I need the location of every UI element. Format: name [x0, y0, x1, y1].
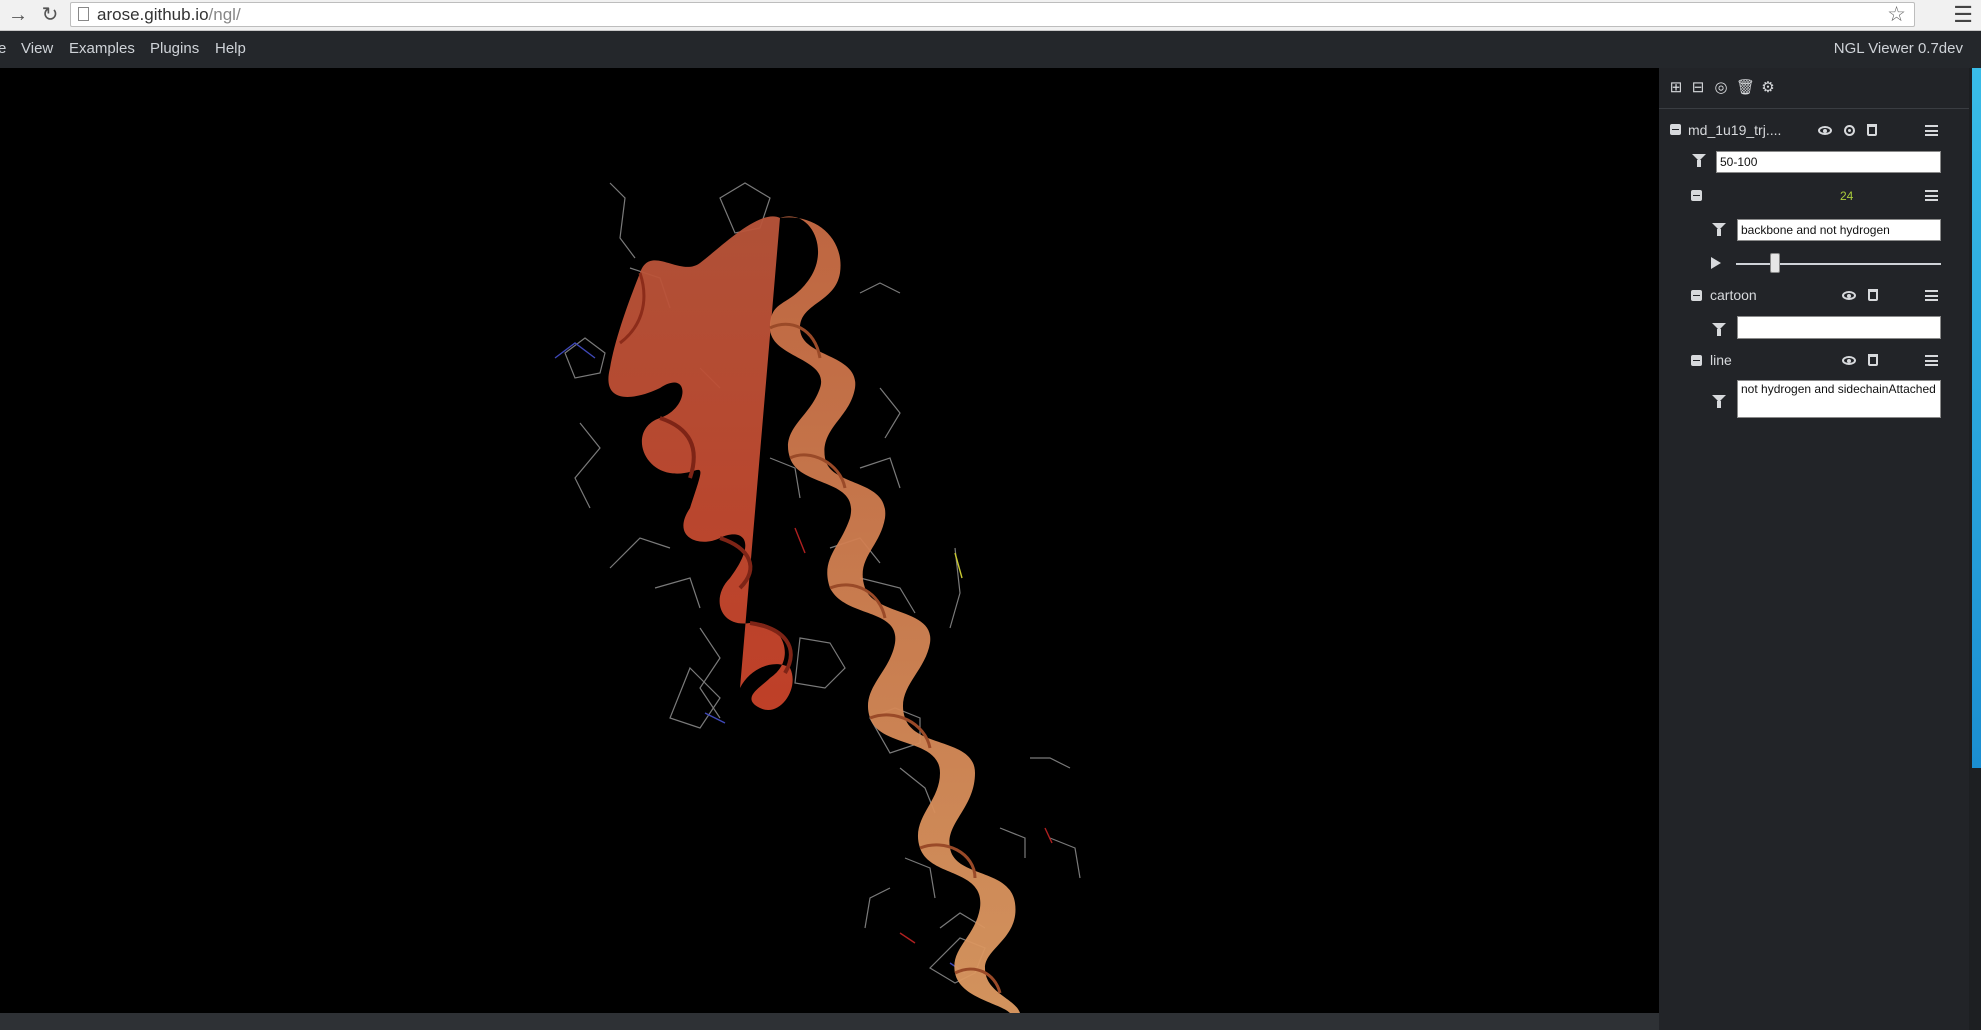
component-filter-input[interactable] — [1716, 151, 1941, 173]
molecule-rendering — [554, 182, 1081, 1013]
collapse-trajectory-icon[interactable] — [1691, 190, 1702, 201]
reload-icon[interactable]: ↻ — [41, 4, 59, 26]
component-visibility-eye-icon[interactable] — [1818, 126, 1832, 135]
cartoon-visibility-eye-icon[interactable] — [1842, 291, 1856, 300]
scrollbar-thumb[interactable] — [1972, 68, 1981, 768]
line-filter-funnel-icon — [1712, 395, 1726, 408]
status-strip — [0, 1013, 1659, 1030]
menu-plugins[interactable]: Plugins — [150, 40, 200, 57]
trash-icon[interactable]: 🗑 — [1736, 79, 1756, 96]
cartoon-selection-input[interactable] — [1737, 316, 1941, 339]
cartoon-filter-funnel-icon — [1712, 323, 1726, 336]
trajectory-selection-input[interactable] — [1737, 219, 1941, 241]
line-menu-icon[interactable] — [1925, 355, 1938, 366]
menu-view[interactable]: View — [21, 40, 54, 57]
molecule-viewport[interactable] — [0, 68, 1659, 1013]
trajectory-frame-slider[interactable] — [1736, 263, 1941, 265]
collapse-cartoon-icon[interactable] — [1691, 290, 1702, 301]
address-bar[interactable]: arose.github.io/ngl/ ☆ — [70, 2, 1915, 27]
minus-square-icon[interactable]: ⊟ — [1691, 79, 1705, 96]
cogs-icon[interactable]: ⚙ — [1761, 79, 1775, 96]
forward-arrow-icon[interactable]: → — [8, 4, 28, 26]
toolbar-divider — [1659, 108, 1969, 109]
component-filter-funnel-icon — [1692, 154, 1706, 167]
collapse-line-icon[interactable] — [1691, 355, 1702, 366]
bullseye-icon[interactable]: ◎ — [1714, 79, 1728, 96]
trajectory-slider-thumb[interactable] — [1769, 253, 1780, 273]
page-icon — [78, 7, 89, 21]
app-title: NGL Viewer 0.7dev — [1833, 40, 1963, 57]
cartoon-delete-trash-icon[interactable] — [1868, 289, 1878, 301]
representation-name-line: line — [1710, 352, 1732, 368]
component-name: md_1u19_trj.... — [1688, 122, 1782, 138]
cartoon-ribbon-helix-2 — [769, 216, 1020, 1013]
trajectory-menu-icon[interactable] — [1925, 190, 1938, 201]
trajectory-play-icon[interactable] — [1711, 257, 1721, 269]
representation-name-cartoon: cartoon — [1710, 287, 1757, 303]
app-menubar: e View Examples Plugins Help NGL Viewer … — [0, 31, 1981, 69]
trajectory-frame-count: 24 — [1840, 189, 1854, 203]
address-text[interactable]: arose.github.io/ngl/ — [97, 5, 241, 25]
browser-toolbar: → ↻ arose.github.io/ngl/ ☆ ☰ — [0, 0, 1981, 31]
menu-file[interactable]: e — [0, 40, 7, 57]
plus-square-icon[interactable]: ⊞ — [1669, 79, 1683, 96]
line-visibility-eye-icon[interactable] — [1842, 356, 1856, 365]
menu-examples[interactable]: Examples — [69, 40, 135, 57]
line-selection-input[interactable]: not hydrogen and sidechainAttached — [1737, 380, 1941, 418]
line-delete-trash-icon[interactable] — [1868, 354, 1878, 366]
trajectory-filter-funnel-icon — [1712, 223, 1726, 236]
bookmark-star-icon[interactable]: ☆ — [1887, 3, 1906, 26]
browser-menu-icon[interactable]: ☰ — [1953, 2, 1973, 27]
component-menu-icon[interactable] — [1925, 125, 1938, 136]
url-host: arose.github.io — [97, 5, 209, 24]
collapse-component-icon[interactable] — [1670, 124, 1681, 135]
component-center-icon[interactable] — [1844, 125, 1855, 136]
cartoon-menu-icon[interactable] — [1925, 290, 1938, 301]
menu-help[interactable]: Help — [215, 40, 246, 57]
component-delete-trash-icon[interactable] — [1867, 124, 1877, 136]
cartoon-ribbon-helix-1 — [608, 216, 793, 710]
side-panel — [1659, 68, 1969, 1030]
url-path: /ngl/ — [208, 5, 241, 24]
